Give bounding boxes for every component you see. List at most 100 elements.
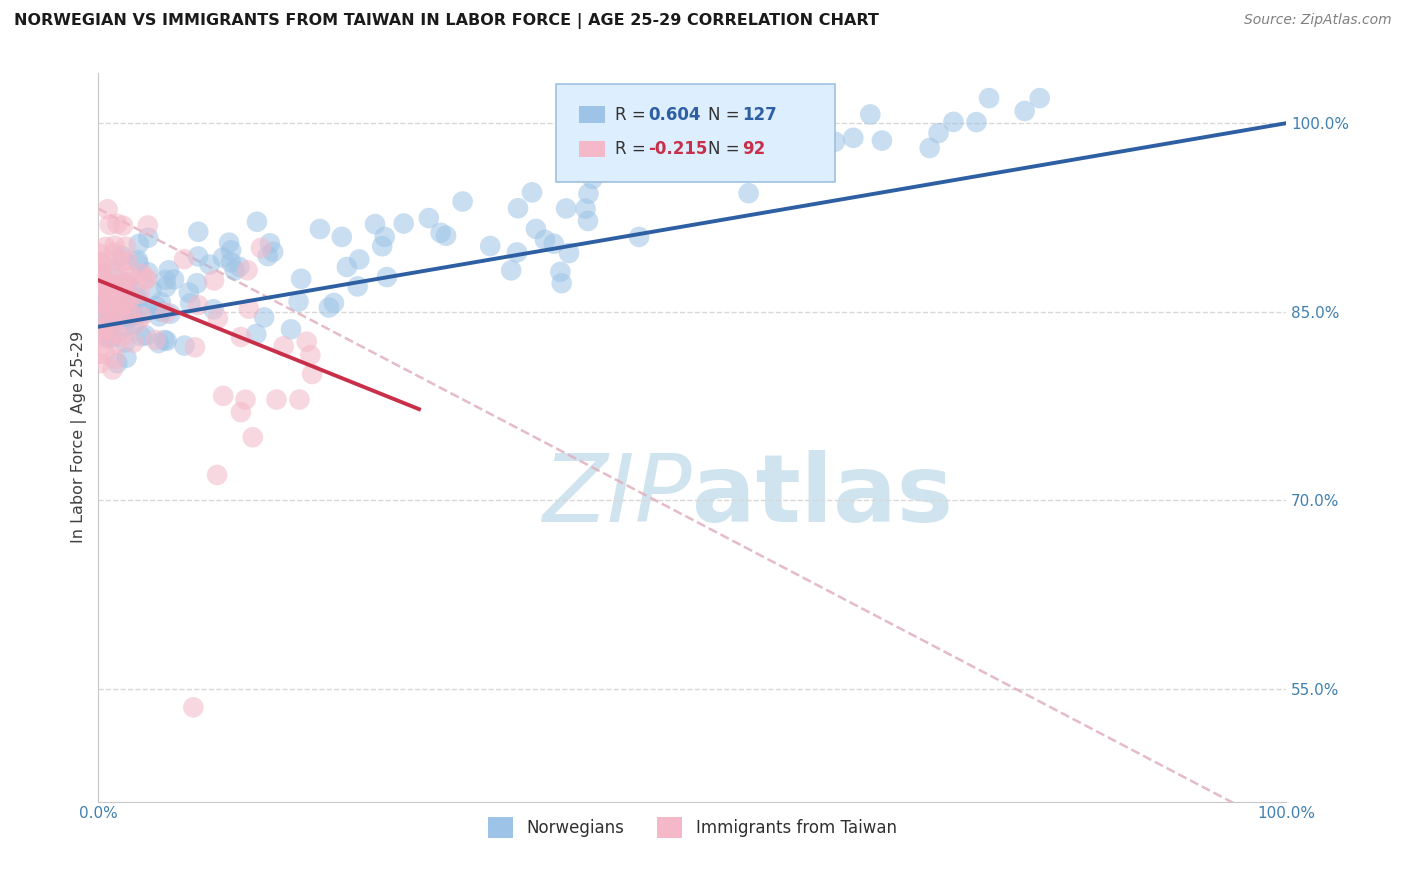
Point — [110, 309, 132, 323]
Point — [131, 329, 153, 343]
Point — [148, 310, 170, 324]
Point — [558, 246, 581, 260]
Point — [97, 278, 120, 293]
Point — [246, 215, 269, 229]
Y-axis label: In Labor Force | Age 25-29: In Labor Force | Age 25-29 — [72, 331, 87, 543]
Point — [97, 293, 120, 308]
Point — [90, 263, 112, 277]
Point — [229, 405, 252, 419]
Point — [105, 356, 128, 370]
Point — [117, 301, 139, 316]
Point — [108, 304, 131, 318]
Point — [107, 293, 129, 308]
Point — [375, 270, 398, 285]
Point — [253, 310, 276, 325]
Point — [101, 286, 124, 301]
Point — [94, 240, 117, 254]
Point — [918, 141, 941, 155]
Point — [97, 332, 120, 346]
Point — [187, 249, 209, 263]
Point — [87, 329, 110, 343]
Point — [153, 333, 176, 347]
Point — [229, 330, 252, 344]
Point — [145, 299, 167, 313]
Point — [89, 269, 111, 284]
Point — [97, 309, 120, 323]
Point — [346, 279, 368, 293]
Point — [87, 278, 110, 293]
Point — [131, 310, 153, 324]
Point — [202, 302, 225, 317]
Point — [96, 326, 118, 340]
Point — [127, 256, 149, 270]
Point — [155, 273, 177, 287]
Point — [135, 273, 157, 287]
Point — [965, 115, 987, 129]
Point — [98, 296, 121, 310]
Point — [101, 316, 124, 330]
Point — [628, 230, 651, 244]
Point — [149, 295, 172, 310]
Point — [136, 219, 159, 233]
Point — [318, 301, 340, 315]
Point — [114, 239, 136, 253]
Text: atlas: atlas — [692, 450, 953, 541]
Point — [163, 272, 186, 286]
Text: ZIP: ZIP — [543, 450, 692, 541]
Point — [118, 312, 141, 326]
Point — [238, 301, 260, 316]
Point — [451, 194, 474, 209]
Point — [145, 333, 167, 347]
Point — [173, 338, 195, 352]
Point — [309, 222, 332, 236]
Point — [524, 222, 547, 236]
Point — [287, 294, 309, 309]
Point — [91, 255, 114, 269]
Point — [574, 202, 596, 216]
Point — [100, 316, 122, 330]
Point — [94, 347, 117, 361]
Point — [1014, 103, 1036, 118]
Point — [107, 253, 129, 268]
Point — [89, 294, 111, 309]
Point — [112, 320, 135, 334]
Point — [98, 218, 121, 232]
Point — [1028, 91, 1050, 105]
Point — [103, 266, 125, 280]
Point — [550, 276, 572, 290]
Point — [155, 306, 177, 320]
Point — [87, 347, 110, 361]
Point — [543, 236, 565, 251]
Point — [131, 299, 153, 313]
Point — [87, 258, 110, 272]
Point — [136, 265, 159, 279]
Point — [212, 389, 235, 403]
Point — [183, 700, 205, 714]
Point — [259, 236, 281, 251]
Point — [479, 239, 502, 253]
Point — [97, 277, 120, 291]
Point — [87, 268, 110, 282]
Point — [115, 275, 138, 289]
Point — [198, 258, 221, 272]
Point — [120, 268, 142, 283]
Point — [128, 286, 150, 301]
Point — [104, 301, 127, 316]
Point — [90, 311, 112, 326]
Point — [859, 107, 882, 121]
Point — [97, 270, 120, 285]
Point — [330, 230, 353, 244]
Point — [186, 277, 208, 291]
Point — [534, 233, 557, 247]
Point — [120, 291, 142, 305]
Point — [127, 291, 149, 305]
Point — [115, 276, 138, 290]
Point — [184, 340, 207, 354]
Point — [108, 283, 131, 297]
Point — [90, 288, 112, 302]
Point — [117, 297, 139, 311]
Point — [262, 244, 284, 259]
Point — [371, 239, 394, 253]
Point — [364, 217, 387, 231]
Point — [581, 172, 603, 186]
